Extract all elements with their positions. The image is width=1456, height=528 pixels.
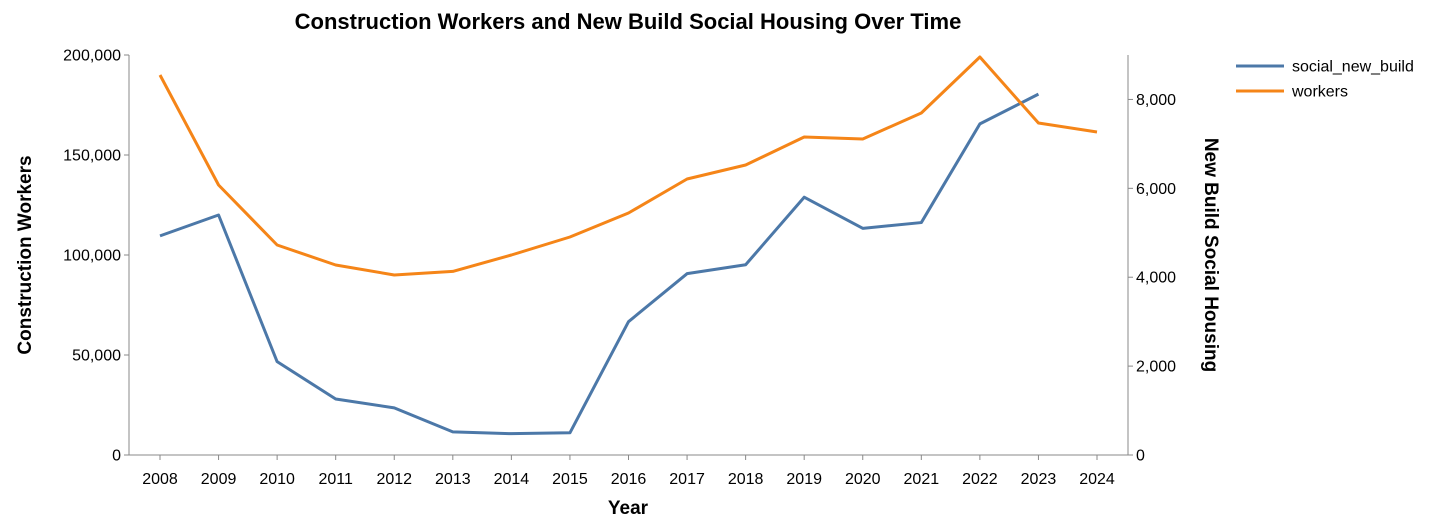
chart-title: Construction Workers and New Build Socia… [295,9,962,34]
x-tick-label: 2016 [611,471,647,488]
y-right-tick-label: 2,000 [1136,359,1176,376]
y-left-tick-label: 200,000 [63,48,121,65]
y-right-tick-label: 6,000 [1136,181,1176,198]
y-right-tick-label: 0 [1136,448,1145,465]
y-axis-left-title: Construction Workers [15,155,36,354]
plot-area: 0 50,000 100,000 150,000 200,000 0 2,000 4,000 6… [63,48,1176,489]
x-tick-label: 2010 [259,471,295,488]
x-tick-label: 2008 [142,471,178,488]
x-axis-title: Year [608,498,649,519]
x-tick-label: 2023 [1021,471,1057,488]
x-tick-label: 2022 [962,471,998,488]
series-line-workers [158,55,1098,277]
x-tick-label: 2017 [669,471,705,488]
x-tick-label: 2011 [318,471,353,488]
x-tick-label: 2021 [904,471,940,488]
x-tick-label: 2013 [435,471,471,488]
y-left-tick-label: 150,000 [63,148,121,165]
x-tick-label: 2015 [552,471,588,488]
x-tick-label: 2009 [201,471,237,488]
y-axis-right-title: New Build Social Housing [1200,138,1221,372]
x-tick-label: 2012 [376,471,412,488]
y-right-tick-label: 4,000 [1136,270,1176,287]
x-tick-label: 2018 [728,471,764,488]
series-line-social_new_build [159,92,1040,436]
legend-label-workers: workers [1291,84,1348,101]
x-tick-label: 2024 [1079,471,1115,488]
y-left-tick-label: 100,000 [63,248,121,265]
x-tick-label: 2020 [845,471,881,488]
x-tick-label: 2014 [494,471,530,488]
y-right-tick-label: 8,000 [1136,92,1176,109]
y-left-tick-label: 0 [112,448,121,465]
y-left-tick-label: 50,000 [72,348,121,365]
x-tick-label: 2019 [786,471,822,488]
legend-label-social_new_build: social_new_build [1292,59,1414,76]
